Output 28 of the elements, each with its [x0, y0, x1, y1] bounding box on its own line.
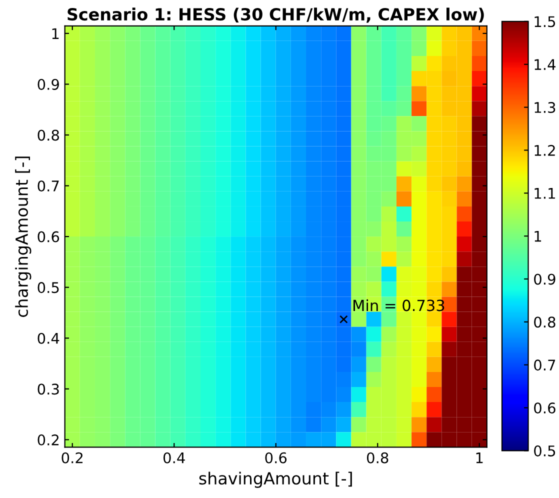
color-bar-label: 1.4 [534, 59, 556, 70]
y-tick-label: 0.3 [38, 384, 59, 395]
x-axis-title: shavingAmount [-] [199, 472, 352, 488]
color-bar-label: 0.6 [534, 402, 556, 414]
y-tick-label: 0.5 [38, 282, 59, 294]
color-bar-label: 1.5 [534, 16, 556, 28]
color-bar-label: 0.9 [534, 274, 556, 285]
y-tick-label: 0.2 [38, 434, 59, 446]
x-tick-label: 0.4 [163, 452, 185, 464]
color-bar-label: 1.2 [534, 144, 555, 156]
y-tick-label: 0.4 [38, 332, 60, 344]
x-tick-label: 1 [476, 452, 483, 464]
color-bar-label: 1.3 [534, 102, 556, 114]
color-bar-label: 1.1 [534, 188, 555, 199]
y-tick-label: 0.8 [38, 130, 59, 141]
y-tick-label: 0.7 [38, 180, 59, 192]
y-axis-title: chargingAmount [-] [15, 156, 32, 317]
color-bar-label: 1 [534, 230, 542, 242]
y-tick-label: 1 [52, 28, 59, 39]
color-bar-label: 0.7 [534, 360, 556, 371]
y-tick-label: 0.6 [38, 231, 60, 242]
color-bar-label: 0.8 [534, 316, 556, 328]
x-tick-label: 0.8 [366, 452, 388, 464]
x-tick-label: 0.6 [265, 452, 287, 464]
x-tick-label: 0.2 [62, 452, 83, 464]
color-bar-label: 0.5 [534, 445, 556, 456]
y-tick-label: 0.9 [38, 78, 59, 90]
chart-title: Scenario 1: HESS (30 CHF/kW/m, CAPEX low) [68, 8, 484, 23]
